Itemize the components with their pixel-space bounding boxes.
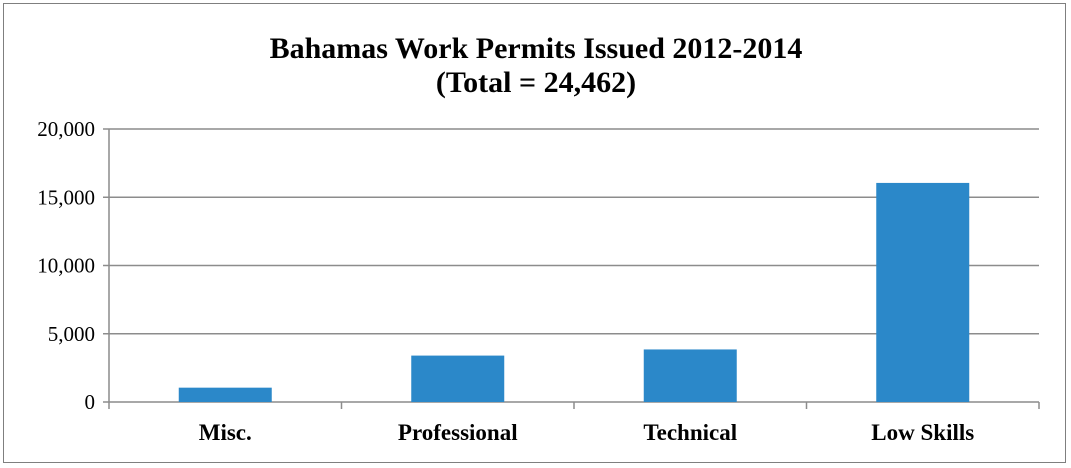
y-tick-label: 5,000 [48,322,95,346]
bar-professional [411,355,505,402]
bar-chart: Bahamas Work Permits Issued 2012-2014 (T… [37,32,1040,445]
bar-technical [643,349,737,402]
bars [178,182,970,402]
y-tick-label: 15,000 [37,185,95,209]
x-category-label: Low Skills [871,420,974,445]
y-tick-label: 10,000 [37,254,95,278]
bar-misc [178,387,272,402]
y-tick-label: 0 [85,390,96,414]
x-category-label: Misc. [199,420,252,445]
x-category-label: Technical [643,420,737,445]
chart-subtitle: (Total = 24,462) [436,66,636,99]
bar-low-skills [876,182,970,402]
labels: 0 5,000 10,000 15,000 20,000 Misc. Professiona… [37,117,974,445]
y-tick-label: 20,000 [37,117,95,141]
chart-title: Bahamas Work Permits Issued 2012-2014 [270,32,803,65]
x-category-label: Professional [398,420,518,445]
chart-frame: Bahamas Work Permits Issued 2012-2014 (T… [3,3,1066,463]
